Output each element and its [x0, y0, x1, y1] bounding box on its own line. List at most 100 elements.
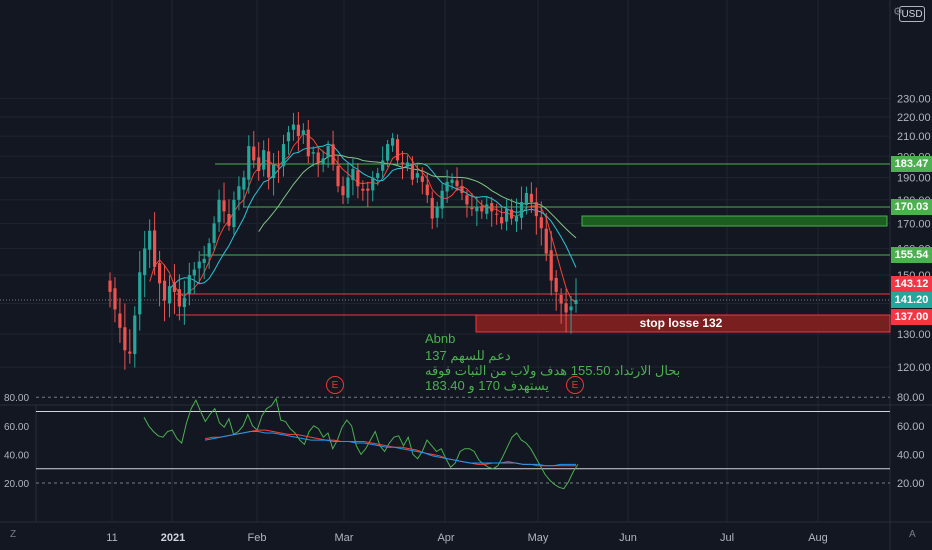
price-tag-155: 155.54 [891, 247, 932, 263]
osc-left-tick-label: 80.00 [4, 393, 29, 404]
osc-left-tick-label: 20.00 [4, 479, 29, 490]
osc-right-tick-label: 60.00 [897, 421, 925, 433]
candle-body [162, 280, 167, 301]
candle-body [420, 176, 424, 182]
candle-body [157, 263, 162, 284]
candle-body [108, 280, 112, 292]
candle-body [549, 250, 553, 281]
candle-body [148, 230, 152, 250]
candle-body [306, 129, 310, 157]
candle-body [390, 138, 395, 146]
candle-body [346, 177, 350, 198]
horizontal-levels[interactable] [176, 163, 890, 316]
x-tick-label: Jun [619, 532, 637, 544]
candle-body [400, 162, 405, 165]
candle-body [227, 213, 231, 226]
candle-body [500, 217, 504, 224]
candle-body [172, 282, 177, 292]
x-tick-label: Feb [248, 532, 267, 544]
target-zone [581, 215, 888, 227]
candle-body [509, 209, 514, 219]
candle-body [321, 158, 325, 165]
candle-body [405, 162, 410, 167]
price-tag-170: 170.03 [891, 199, 932, 215]
x-tick-label: May [528, 532, 549, 544]
vertical-gridlines [111, 0, 819, 522]
candle-body [465, 195, 469, 205]
candle-body [485, 204, 489, 214]
y-tick-label: 190.00 [897, 172, 931, 184]
osc-right-tick-label: 40.00 [897, 449, 925, 461]
osc-right-tick-label: 80.00 [897, 392, 925, 404]
price-tag-137: 137.00 [891, 309, 932, 325]
stop-loss-zone [475, 314, 891, 333]
x-tick-label: 2021 [161, 532, 185, 544]
candle-body [222, 200, 226, 212]
candle-body [262, 150, 266, 170]
oscillator-line [204, 429, 576, 467]
candle-body [410, 165, 415, 180]
timezone-icon[interactable]: Z [10, 529, 17, 540]
candle-body [217, 199, 221, 223]
candle-body [386, 144, 390, 161]
candle-body [524, 192, 529, 205]
candle-body [415, 173, 419, 178]
candle-body [460, 186, 464, 193]
auto-scale-icon[interactable]: A [909, 529, 916, 540]
candle-body [544, 228, 548, 254]
y-tick-label: 130.00 [897, 329, 931, 341]
candle-body [475, 206, 479, 212]
candle-body [281, 144, 286, 167]
settings-icon[interactable]: ⚙ [893, 6, 903, 18]
candle-body [430, 198, 434, 219]
osc-left-tick-label: 60.00 [4, 422, 29, 433]
annotation-line-2: بحال الارتداد 155.50 هدف ولاب من الثبات … [425, 363, 681, 378]
candle-body [381, 160, 385, 171]
price-tag-183: 183.47 [891, 156, 932, 172]
oscillator-line [204, 431, 576, 467]
annotation-title[interactable]: Abnb [425, 331, 456, 346]
earnings-marker-icon[interactable]: E [566, 376, 584, 394]
candle-body [559, 294, 563, 304]
x-tick-label: Apr [437, 532, 454, 544]
price-tag-last: 141.20 [891, 292, 932, 308]
candle-body [187, 275, 191, 294]
candle-body [242, 177, 246, 190]
candle-body [212, 223, 216, 243]
candle-body [296, 124, 300, 137]
candle-body [331, 144, 335, 165]
candle-body [133, 315, 137, 355]
candle-body [351, 168, 355, 180]
candle-body [237, 186, 241, 200]
candle-body [539, 217, 543, 229]
oscillator-axis-ticks: 20.00 20.00 40.00 40.00 60.00 60.00 80.00 80.00 [4, 392, 925, 490]
candle-body [257, 157, 261, 171]
candle-body [267, 151, 271, 178]
candle-body [534, 202, 538, 217]
candle-body [192, 269, 196, 276]
candle-body [529, 193, 533, 203]
candle-body [480, 206, 484, 212]
candle-body [291, 124, 296, 130]
candle-body [207, 243, 211, 257]
candle-body [336, 165, 340, 187]
candle-body [232, 199, 236, 228]
candle-body [470, 207, 474, 210]
candle-body [138, 272, 142, 315]
candle-body [311, 152, 315, 154]
annotation-line-1: دعم للسهم 137 [425, 348, 511, 363]
candle-body [143, 248, 147, 276]
price-tag-143: 143.12 [891, 276, 932, 292]
osc-left-tick-label: 40.00 [4, 450, 29, 461]
candle-body [569, 306, 573, 311]
y-tick-label: 220.00 [897, 112, 931, 124]
candle-body [564, 303, 568, 313]
candle-body [490, 203, 494, 212]
candle-body [326, 146, 330, 158]
y-tick-label: 210.00 [897, 131, 931, 143]
currency-badge[interactable]: USD [899, 6, 925, 22]
candle-body [395, 139, 400, 161]
horizontal-gridlines [0, 98, 890, 368]
earnings-marker-icon[interactable]: E [326, 376, 344, 394]
